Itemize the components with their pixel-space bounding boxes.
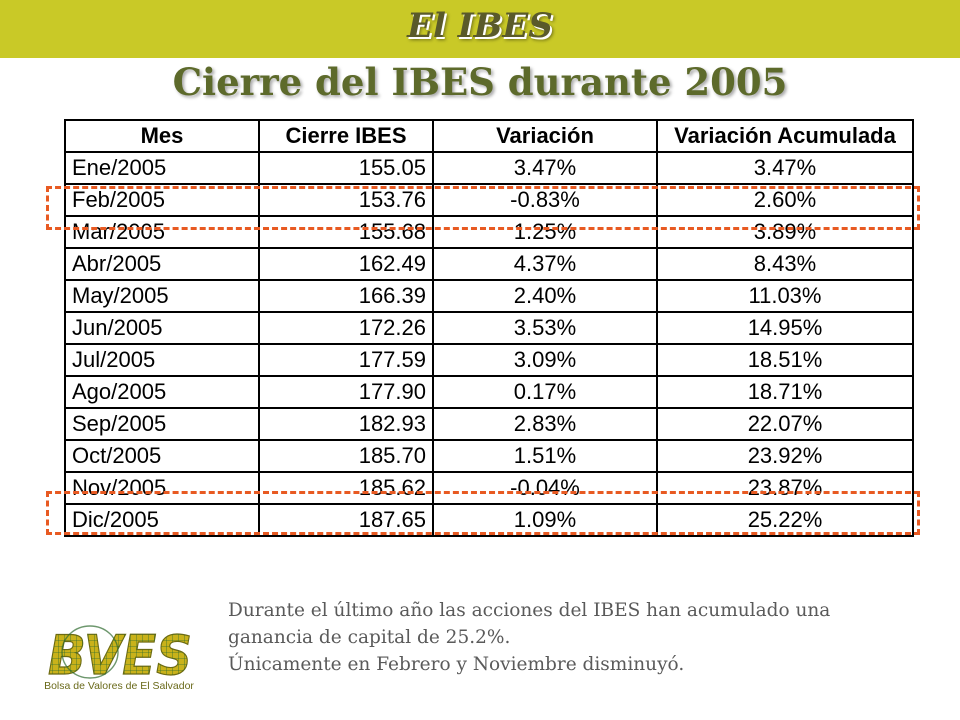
cell-acumulada: 11.03% bbox=[656, 279, 914, 313]
footnote-line-1: Durante el último año las acciones del I… bbox=[228, 600, 831, 621]
cell-mes: Oct/2005 bbox=[64, 439, 260, 473]
cell-mes: Nov/2005 bbox=[64, 471, 260, 505]
cell-cierre: 166.39 bbox=[258, 279, 434, 313]
cell-acumulada: 22.07% bbox=[656, 407, 914, 441]
cell-variacion: 3.09% bbox=[432, 343, 658, 377]
cell-cierre: 182.93 bbox=[258, 407, 434, 441]
cell-variacion: 2.40% bbox=[432, 279, 658, 313]
table-row: Ago/2005 177.90 0.17% 18.71% bbox=[64, 375, 914, 409]
footnote-line-2: ganancia de capital de 25.2%. bbox=[228, 627, 511, 648]
cell-mes: Sep/2005 bbox=[64, 407, 260, 441]
top-banner bbox=[0, 0, 960, 58]
cell-acumulada: 14.95% bbox=[656, 311, 914, 345]
cell-acumulada: 23.92% bbox=[656, 439, 914, 473]
ibes-table: Mes Cierre IBES Variación Variación Acum… bbox=[64, 119, 914, 537]
cell-cierre: 177.59 bbox=[258, 343, 434, 377]
bves-logo: BVES BVES Bolsa de Valores de El Salvado… bbox=[34, 622, 204, 696]
cell-cierre: 185.70 bbox=[258, 439, 434, 473]
table-row: Ene/2005 155.05 3.47% 3.47% bbox=[64, 151, 914, 185]
highlight-feb-row bbox=[46, 186, 920, 230]
cell-mes: Jun/2005 bbox=[64, 311, 260, 345]
table-row: Mar/2005 155.68 1.25% 3.89% bbox=[64, 215, 914, 249]
cell-mes: Jul/2005 bbox=[64, 343, 260, 377]
cell-variacion: 1.25% bbox=[432, 215, 658, 249]
cell-mes: Abr/2005 bbox=[64, 247, 260, 281]
logo-graphic: BVES BVES bbox=[47, 623, 192, 687]
cell-variacion: 1.51% bbox=[432, 439, 658, 473]
table-row: Dic/2005 187.65 1.09% 25.22% bbox=[64, 503, 914, 537]
cell-acumulada: 18.51% bbox=[656, 343, 914, 377]
column-header-mes: Mes bbox=[64, 119, 260, 153]
cell-cierre: 185.62 bbox=[258, 471, 434, 505]
cell-acumulada: 8.43% bbox=[656, 247, 914, 281]
cell-acumulada: 18.71% bbox=[656, 375, 914, 409]
cell-variacion: 4.37% bbox=[432, 247, 658, 281]
cell-cierre: 155.68 bbox=[258, 215, 434, 249]
cell-mes: Mar/2005 bbox=[64, 215, 260, 249]
cell-mes: May/2005 bbox=[64, 279, 260, 313]
svg-text:BVES: BVES bbox=[48, 624, 192, 682]
cell-acumulada: 25.22% bbox=[656, 503, 914, 537]
cell-acumulada: 3.89% bbox=[656, 215, 914, 249]
cell-cierre: 155.05 bbox=[258, 151, 434, 185]
table-row: Jul/2005 177.59 3.09% 18.51% bbox=[64, 343, 914, 377]
table-row: Oct/2005 185.70 1.51% 23.92% bbox=[64, 439, 914, 473]
svg-text:BVES: BVES bbox=[48, 624, 192, 682]
cell-variacion: 2.83% bbox=[432, 407, 658, 441]
table-row: Sep/2005 182.93 2.83% 22.07% bbox=[64, 407, 914, 441]
table-row: Jun/2005 172.26 3.53% 14.95% bbox=[64, 311, 914, 345]
cell-variacion: 3.53% bbox=[432, 311, 658, 345]
cell-cierre: 162.49 bbox=[258, 247, 434, 281]
cell-variacion: 1.09% bbox=[432, 503, 658, 537]
cell-cierre: 187.65 bbox=[258, 503, 434, 537]
cell-cierre: 177.90 bbox=[258, 375, 434, 409]
column-header-variacion: Variación bbox=[432, 119, 658, 153]
cell-acumulada: 3.47% bbox=[656, 151, 914, 185]
cell-variacion: -0.04% bbox=[432, 471, 658, 505]
page-title: Cierre del IBES durante 2005 bbox=[172, 60, 788, 104]
cell-mes: Dic/2005 bbox=[64, 503, 260, 537]
table-row: Nov/2005 185.62 -0.04% 23.87% bbox=[64, 471, 914, 505]
cell-mes: Ago/2005 bbox=[64, 375, 260, 409]
column-header-cierre: Cierre IBES bbox=[258, 119, 434, 153]
cell-cierre: 172.26 bbox=[258, 311, 434, 345]
column-header-acumulada: Variación Acumulada bbox=[656, 119, 914, 153]
header-title: El IBES bbox=[407, 6, 553, 46]
footnote-line-3: Únicamente en Febrero y Noviembre dismin… bbox=[228, 654, 685, 675]
table-row: May/2005 166.39 2.40% 11.03% bbox=[64, 279, 914, 313]
cell-mes: Ene/2005 bbox=[64, 151, 260, 185]
table-row: Abr/2005 162.49 4.37% 8.43% bbox=[64, 247, 914, 281]
cell-variacion: 3.47% bbox=[432, 151, 658, 185]
highlight-nov-row bbox=[46, 491, 920, 535]
table-header-row: Mes Cierre IBES Variación Variación Acum… bbox=[64, 119, 914, 153]
cell-acumulada: 23.87% bbox=[656, 471, 914, 505]
cell-variacion: 0.17% bbox=[432, 375, 658, 409]
footnote: Durante el último año las acciones del I… bbox=[228, 597, 928, 678]
logo-caption: Bolsa de Valores de El Salvador bbox=[44, 680, 194, 692]
